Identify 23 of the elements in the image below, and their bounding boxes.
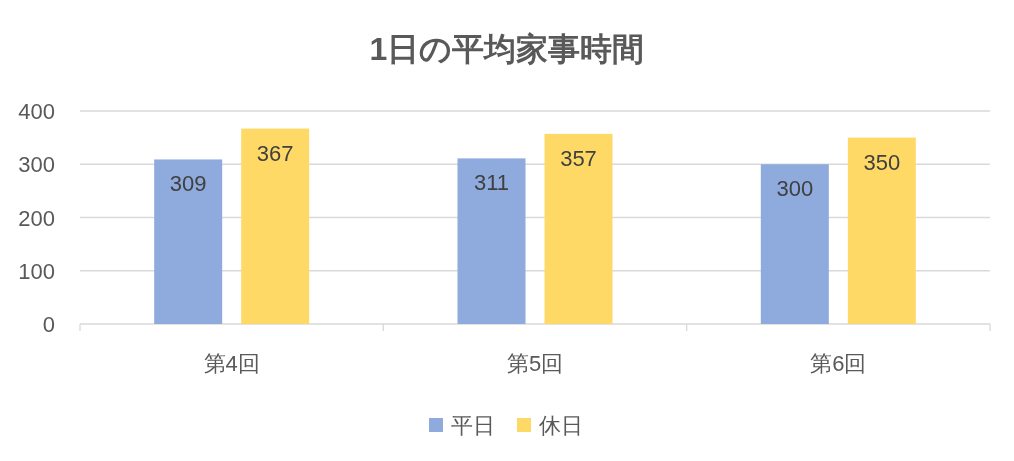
x-tick-label: 第6回: [810, 351, 867, 376]
y-tick-label: 200: [18, 205, 55, 231]
y-tick-label: 400: [18, 99, 55, 124]
data-label: 367: [256, 140, 294, 166]
x-tick-label: 第5回: [506, 351, 564, 376]
legend-label: 休日: [539, 413, 583, 438]
bar: [457, 158, 526, 324]
data-label: 300: [776, 176, 814, 202]
y-tick-label: 0: [42, 312, 55, 337]
bar: [241, 128, 310, 324]
data-label: 357: [560, 145, 597, 171]
legend-label: 平日: [451, 413, 495, 438]
bar: [847, 137, 916, 324]
data-label: 311: [473, 170, 510, 196]
bar: [154, 159, 223, 324]
y-tick-label: 100: [18, 258, 55, 284]
data-label: 350: [863, 149, 901, 175]
chart-title: 1日の平均家事時間: [369, 31, 645, 67]
x-tick-label: 第4回: [203, 351, 260, 376]
data-label: 309: [169, 171, 207, 197]
bar: [760, 164, 829, 324]
bar: [544, 133, 613, 324]
y-tick-label: 300: [18, 152, 55, 178]
